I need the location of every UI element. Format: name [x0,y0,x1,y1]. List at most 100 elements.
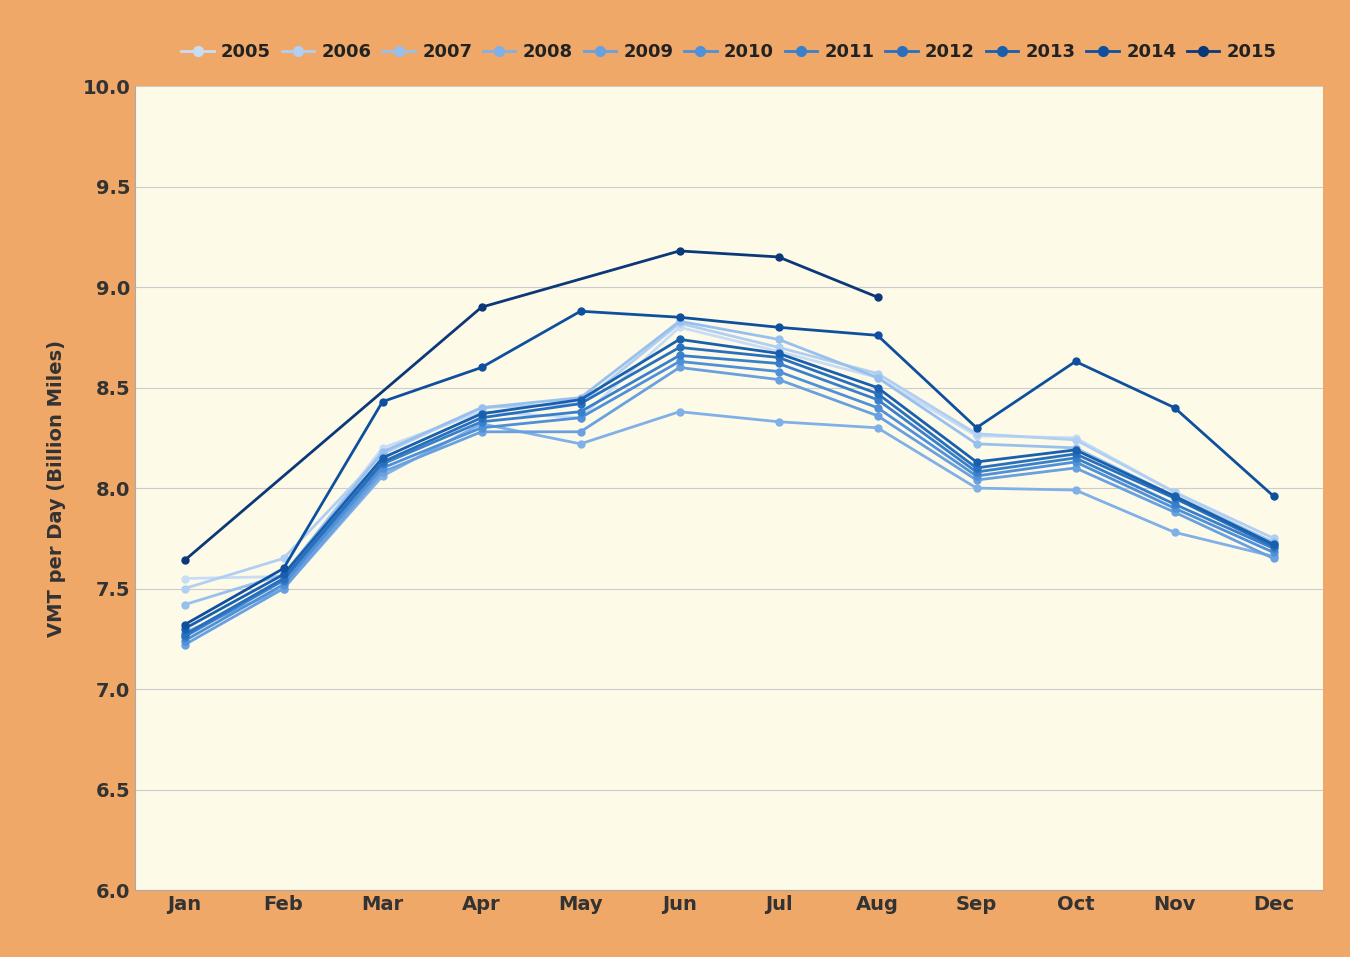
Line: 2012: 2012 [181,344,1277,638]
2013 [474,408,490,419]
2008 [869,422,886,434]
2005 [374,442,390,454]
2005 [1068,432,1084,443]
2005 [177,572,193,584]
2008 [1265,550,1281,562]
2012 [968,462,984,474]
2006 [275,552,292,564]
2012 [177,629,193,640]
2015 [869,291,886,302]
2009 [374,466,390,478]
2005 [1265,539,1281,550]
2014 [968,422,984,434]
2006 [771,342,787,353]
2009 [968,475,984,486]
2008 [275,583,292,594]
2009 [572,426,589,437]
2009 [1265,552,1281,564]
Legend: 2005, 2006, 2007, 2008, 2009, 2010, 2011, 2012, 2013, 2014, 2015: 2005, 2006, 2007, 2008, 2009, 2010, 2011… [181,43,1277,61]
2013 [968,456,984,468]
2007 [1166,490,1183,501]
2013 [869,382,886,393]
2007 [177,599,193,611]
2008 [1068,484,1084,496]
2012 [374,456,390,468]
2014 [671,311,687,323]
Line: 2010: 2010 [181,358,1277,644]
Line: 2009: 2009 [181,364,1277,648]
2015 [771,251,787,262]
2014 [771,322,787,333]
2015 [474,301,490,313]
2007 [374,446,390,457]
2011 [1068,452,1084,463]
2005 [1166,486,1183,498]
2006 [968,428,984,439]
2010 [869,402,886,413]
2007 [671,316,687,327]
2012 [275,572,292,584]
2013 [1166,490,1183,501]
2008 [474,418,490,430]
2012 [671,342,687,353]
2008 [671,406,687,417]
Line: 2013: 2013 [181,336,1277,633]
Line: 2008: 2008 [181,409,1277,636]
2006 [671,318,687,329]
2010 [474,422,490,434]
2012 [869,388,886,399]
2007 [1068,442,1084,454]
2006 [1068,434,1084,446]
2011 [177,631,193,642]
2011 [572,406,589,417]
2005 [474,406,490,417]
2006 [1265,532,1281,544]
2010 [177,635,193,647]
2006 [374,448,390,459]
Line: 2005: 2005 [181,323,1277,582]
2013 [177,623,193,634]
2010 [771,366,787,377]
2009 [275,583,292,594]
Line: 2014: 2014 [181,308,1277,628]
2010 [275,579,292,590]
2011 [771,358,787,369]
2010 [1265,546,1281,558]
2013 [1068,444,1084,456]
2014 [1265,490,1281,501]
Line: 2015: 2015 [181,248,882,564]
2011 [275,575,292,587]
2008 [771,416,787,428]
2007 [1265,537,1281,548]
2007 [771,334,787,345]
2010 [1068,456,1084,468]
2009 [1068,462,1084,474]
2005 [572,412,589,423]
2014 [474,362,490,373]
2012 [1265,541,1281,552]
2011 [374,458,390,470]
2009 [1166,506,1183,518]
2006 [572,398,589,410]
2010 [671,356,687,367]
2013 [1265,539,1281,550]
2006 [474,402,490,413]
2006 [869,367,886,379]
Line: 2011: 2011 [181,352,1277,640]
2007 [572,392,589,404]
2010 [968,470,984,481]
Line: 2007: 2007 [181,318,1277,608]
Line: 2006: 2006 [181,320,1277,592]
2007 [968,438,984,450]
2005 [869,371,886,383]
2014 [275,563,292,574]
2005 [275,570,292,582]
2009 [671,362,687,373]
2005 [671,322,687,333]
2010 [572,412,589,423]
2015 [177,555,193,567]
2012 [771,351,787,363]
2012 [474,412,490,423]
2007 [869,371,886,383]
2011 [869,394,886,406]
